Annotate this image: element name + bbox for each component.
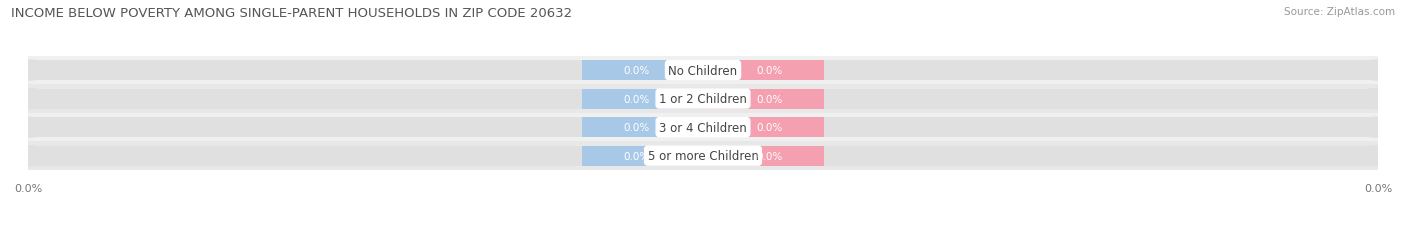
Text: INCOME BELOW POVERTY AMONG SINGLE-PARENT HOUSEHOLDS IN ZIP CODE 20632: INCOME BELOW POVERTY AMONG SINGLE-PARENT… xyxy=(11,7,572,20)
Bar xyxy=(28,85,1378,113)
Text: 0.0%: 0.0% xyxy=(756,94,783,104)
Bar xyxy=(28,61,703,81)
Bar xyxy=(703,118,824,137)
Bar xyxy=(703,146,824,166)
Bar xyxy=(28,89,703,109)
Text: 1 or 2 Children: 1 or 2 Children xyxy=(659,93,747,106)
Bar xyxy=(28,118,703,137)
Bar xyxy=(703,89,1378,109)
Bar xyxy=(703,61,1378,81)
Text: 0.0%: 0.0% xyxy=(756,151,783,161)
Bar xyxy=(703,89,824,109)
Bar xyxy=(28,113,1378,142)
Text: No Children: No Children xyxy=(668,64,738,77)
Bar xyxy=(28,146,703,166)
Circle shape xyxy=(4,61,52,81)
Bar xyxy=(582,89,703,109)
Text: 3 or 4 Children: 3 or 4 Children xyxy=(659,121,747,134)
Bar xyxy=(28,57,1378,85)
Circle shape xyxy=(1354,61,1402,81)
Bar xyxy=(703,61,824,81)
Text: 0.0%: 0.0% xyxy=(623,94,650,104)
Circle shape xyxy=(1354,89,1402,109)
Bar xyxy=(28,142,1378,170)
Circle shape xyxy=(4,89,52,109)
Bar xyxy=(703,118,1378,137)
Bar xyxy=(582,118,703,137)
Text: 0.0%: 0.0% xyxy=(623,151,650,161)
Bar xyxy=(703,146,1378,166)
Circle shape xyxy=(1354,146,1402,166)
Circle shape xyxy=(4,118,52,137)
Bar xyxy=(582,61,703,81)
Circle shape xyxy=(4,146,52,166)
Bar xyxy=(582,146,703,166)
Text: 0.0%: 0.0% xyxy=(756,123,783,133)
Text: 0.0%: 0.0% xyxy=(756,66,783,76)
Text: 0.0%: 0.0% xyxy=(623,66,650,76)
Circle shape xyxy=(1354,118,1402,137)
Text: Source: ZipAtlas.com: Source: ZipAtlas.com xyxy=(1284,7,1395,17)
Text: 5 or more Children: 5 or more Children xyxy=(648,149,758,162)
Text: 0.0%: 0.0% xyxy=(623,123,650,133)
